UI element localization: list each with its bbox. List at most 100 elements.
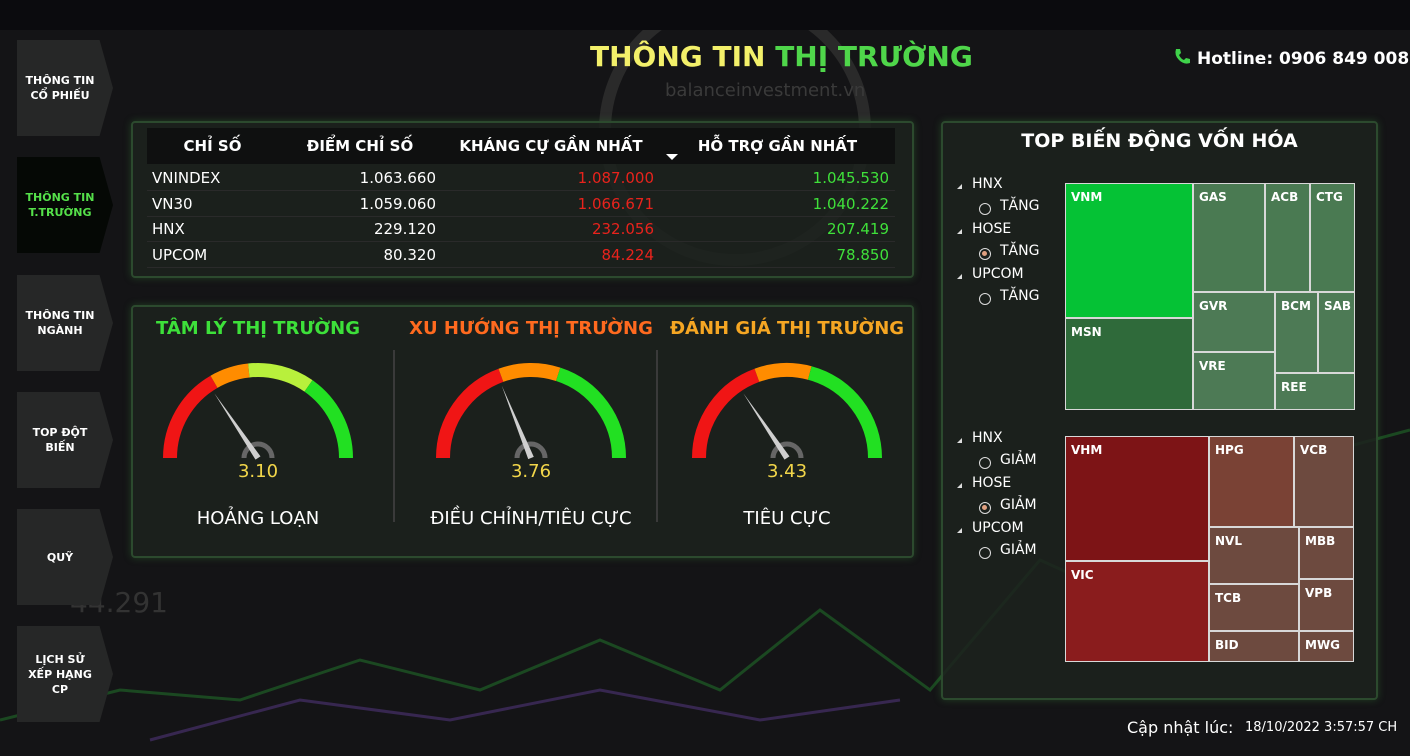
table-cell: 80.320 [383, 245, 437, 264]
gauge-status: HOẢNG LOẠN [196, 508, 320, 529]
title-part: THÔNG TIN [590, 40, 766, 73]
option-label[interactable]: TĂNG [1000, 198, 1040, 214]
expand-arrow[interactable] [957, 528, 962, 533]
radio[interactable] [979, 203, 991, 215]
hotline: Hotline: 0906 849 008 [1197, 49, 1410, 69]
table-cell: 207.419 [826, 220, 889, 238]
gauge-band [754, 363, 812, 382]
option-label[interactable]: TĂNG [1000, 243, 1040, 259]
table-cell: VNINDEX [152, 169, 221, 187]
gauge-band [248, 363, 313, 392]
gauge-value: 3.43 [766, 461, 808, 482]
radio[interactable] [979, 457, 991, 469]
option-label[interactable]: GIẢM [1000, 497, 1037, 513]
treemap-tile[interactable]: GVR [1193, 292, 1275, 352]
nav-button[interactable]: THÔNG TIN T.TRƯỜNG [17, 157, 113, 253]
gauge-band [210, 363, 250, 388]
option-label[interactable]: GIẢM [1000, 452, 1037, 468]
table-row-bg [147, 192, 895, 217]
gauge-band [692, 368, 760, 459]
exchange-label[interactable]: HNX [972, 430, 1003, 446]
table-cell: 1.066.671 [577, 194, 654, 213]
treemap-tile[interactable]: TCB [1209, 584, 1299, 631]
gauge-hub [241, 441, 275, 459]
phone-icon [1172, 47, 1192, 67]
treemap-tile[interactable]: VNM [1065, 183, 1193, 318]
update-label: Cập nhật lúc: [1127, 718, 1234, 737]
column-header: ĐIỂM CHỈ SỐ [306, 137, 414, 155]
table-row-bg [147, 217, 895, 242]
table-cell: 78.850 [836, 245, 890, 264]
nav-button[interactable]: LỊCH SỬ XẾP HẠNG CP [17, 626, 113, 722]
gauge-band [436, 368, 504, 459]
treemap-tile[interactable]: BCM [1275, 292, 1318, 373]
treemap-tile[interactable]: CTG [1310, 183, 1355, 292]
top-bar [0, 0, 1410, 30]
treemap-tile[interactable]: VHM [1065, 436, 1209, 561]
table-cell: 1.063.660 [359, 169, 436, 187]
sort-arrow[interactable] [666, 154, 678, 160]
treemap-tile[interactable]: REE [1275, 373, 1355, 410]
update-timestamp: 18/10/2022 3:57:57 CH [1245, 720, 1398, 735]
gauge [692, 363, 882, 460]
treemap-tile[interactable]: ACB [1265, 183, 1310, 292]
nav-button[interactable]: TOP ĐỘT BIẾN [17, 392, 113, 488]
gauge-band [498, 363, 561, 382]
expand-arrow[interactable] [957, 229, 962, 234]
treemap-tile[interactable]: SAB [1318, 292, 1355, 373]
table-cell: 232.056 [591, 220, 654, 238]
expand-arrow[interactable] [957, 274, 962, 279]
exchange-label[interactable]: HOSE [972, 475, 1012, 491]
gauge-band [304, 380, 353, 459]
gauge-band [807, 366, 882, 459]
table-cell: 1.059.060 [359, 194, 436, 213]
treemap-tile[interactable]: NVL [1209, 527, 1299, 584]
table-cell: VN30 [152, 194, 193, 213]
radio[interactable] [979, 502, 991, 514]
treemap-tile[interactable]: MBB [1299, 527, 1354, 579]
treemap-tile[interactable]: MSN [1065, 318, 1193, 410]
gauge-value: 3.10 [237, 461, 279, 482]
treemap-tile[interactable]: VRE [1193, 352, 1275, 410]
treemap-tile[interactable]: VPB [1299, 579, 1354, 631]
treemap-tile[interactable]: VIC [1065, 561, 1209, 662]
nav-button[interactable]: THÔNG TIN NGÀNH [17, 275, 113, 371]
gauge-title: XU HƯỚNG THỊ TRƯỜNG [409, 318, 653, 339]
exchange-label[interactable]: UPCOM [972, 266, 1024, 282]
column-header[interactable]: HỖ TRỢ GẦN NHẤT [697, 137, 858, 155]
divider [656, 350, 658, 522]
gauge-title: TÂM LÝ THỊ TRƯỜNG [155, 318, 360, 339]
gauge-panel [131, 305, 914, 558]
nav-button[interactable]: QUỸ [17, 509, 113, 605]
gauge [163, 363, 353, 460]
table-cell: 1.087.000 [577, 169, 654, 187]
gauge-value: 3.76 [510, 461, 552, 482]
radio-dot [982, 251, 987, 256]
option-label[interactable]: GIẢM [1000, 542, 1037, 558]
exchange-label[interactable]: HNX [972, 176, 1003, 192]
exchange-label[interactable]: UPCOM [972, 520, 1024, 536]
radio[interactable] [979, 248, 991, 260]
radio[interactable] [979, 547, 991, 559]
treemap-tile[interactable]: HPG [1209, 436, 1294, 527]
nav-button[interactable]: THÔNG TIN CỔ PHIẾU [17, 40, 113, 136]
table-cell: 1.040.222 [812, 194, 889, 213]
watermark: balanceinvestment.vn [665, 80, 866, 101]
expand-arrow[interactable] [957, 184, 962, 189]
radio[interactable] [979, 293, 991, 305]
exchange-label[interactable]: HOSE [972, 221, 1012, 237]
table-cell: HNX [152, 220, 185, 238]
expand-arrow[interactable] [957, 438, 962, 443]
table-header [147, 128, 895, 164]
treemap-tile[interactable]: VCB [1294, 436, 1354, 527]
table-row-bg [147, 243, 895, 268]
treemap-tile[interactable]: MWG [1299, 631, 1354, 662]
gauge-band [555, 367, 626, 459]
treemap-tile[interactable]: BID [1209, 631, 1299, 662]
option-label[interactable]: TĂNG [1000, 288, 1040, 304]
expand-arrow[interactable] [957, 483, 962, 488]
table-cell: 229.120 [373, 220, 436, 238]
gauge-hub [514, 441, 548, 459]
table-cell: 1.045.530 [812, 169, 889, 187]
treemap-tile[interactable]: GAS [1193, 183, 1265, 292]
